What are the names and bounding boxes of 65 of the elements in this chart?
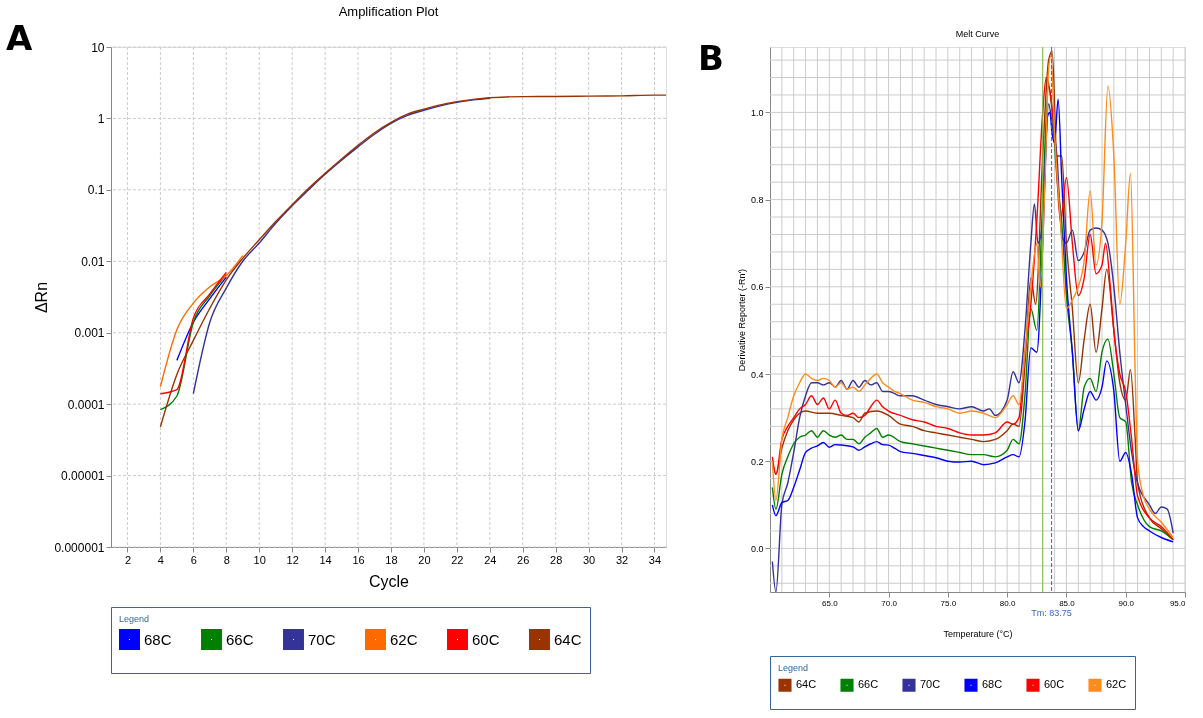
line-series <box>159 254 244 388</box>
x-tick-label: 4 <box>157 553 164 566</box>
x-tick-label: 65.0 <box>822 598 839 608</box>
legend-title: Legend <box>778 663 809 673</box>
y-tick-label: 10 <box>91 40 105 55</box>
y-tick-label: 0.000001 <box>54 540 105 555</box>
x-tick-label: 2 <box>124 553 132 566</box>
legend-label: 68C <box>982 678 1003 691</box>
x-tick-label: 8 <box>223 553 230 566</box>
legend-label: 64C <box>796 678 817 691</box>
x-tick-label: 90.0 <box>1118 598 1135 608</box>
chart-title: Melt Curve <box>955 29 1000 39</box>
legend-label: 62C <box>390 630 418 648</box>
x-axis-title: Cycle <box>368 572 410 590</box>
x-tick-label: 85.0 <box>1059 598 1076 608</box>
x-tick-label: 18 <box>385 553 398 566</box>
y-axis-title: Derivative Reporter (-Rn') <box>736 268 747 372</box>
line-series <box>159 94 666 428</box>
chart-title: Amplification Plot <box>338 4 439 19</box>
legend-label: 70C <box>920 678 941 691</box>
ref-line-label: Tm: 83.75 <box>1031 608 1072 618</box>
legend-label: 60C <box>1044 678 1065 691</box>
x-tick-label: 24 <box>484 553 497 566</box>
x-tick-label: 22 <box>451 553 464 566</box>
x-tick-label: 20 <box>418 553 431 566</box>
y-tick-label: 0.6 <box>750 282 764 293</box>
x-tick-label: 75.0 <box>940 598 957 608</box>
text: A <box>6 18 33 58</box>
x-tick-label: 80.0 <box>999 598 1016 608</box>
y-tick-label: 0.001 <box>74 326 105 341</box>
x-tick-label: 70.0 <box>881 598 898 608</box>
y-tick-label: 0.2 <box>750 456 764 467</box>
line-series <box>192 97 491 395</box>
legend-label: 62C <box>1106 678 1127 691</box>
legend-label: 66C <box>858 678 879 691</box>
y-tick-label: 0.8 <box>750 195 764 206</box>
x-tick-label: 10 <box>253 553 266 566</box>
x-tick-label: 28 <box>550 553 563 566</box>
x-tick-label: 16 <box>352 553 365 566</box>
y-tick-label: 0.0 <box>750 543 764 554</box>
y-axis-title: ΔRn <box>33 281 51 314</box>
x-tick-label: 26 <box>517 553 530 566</box>
legend-label: 60C <box>472 630 500 648</box>
x-tick-label: 12 <box>286 553 299 566</box>
x-tick-label: 6 <box>190 553 197 566</box>
y-tick-label: 0.00001 <box>61 469 105 484</box>
x-tick-label: 30 <box>582 553 596 566</box>
legend-label: 66C <box>226 630 254 648</box>
x-tick-label: 14 <box>319 553 332 566</box>
x-tick-label: 32 <box>615 553 629 566</box>
x-tick-label: 95.0 <box>1169 598 1187 608</box>
y-tick-label: 1.0 <box>750 107 764 118</box>
y-tick-label: 1 <box>97 111 105 126</box>
legend-label: 68C <box>144 630 172 648</box>
y-tick-label: 0.4 <box>750 369 764 380</box>
text: B <box>698 38 724 78</box>
legend-label: 70C <box>308 630 336 648</box>
y-tick-label: 0.0001 <box>67 397 105 412</box>
x-tick-label: 34 <box>648 553 662 566</box>
y-tick-label: 0.01 <box>81 254 105 269</box>
line-series <box>176 276 227 362</box>
legend-label: 64C <box>554 630 582 648</box>
y-tick-label: 0.1 <box>87 183 105 198</box>
x-axis-title: Temperature (°C) <box>943 628 1013 639</box>
legend-title: Legend <box>119 614 150 624</box>
